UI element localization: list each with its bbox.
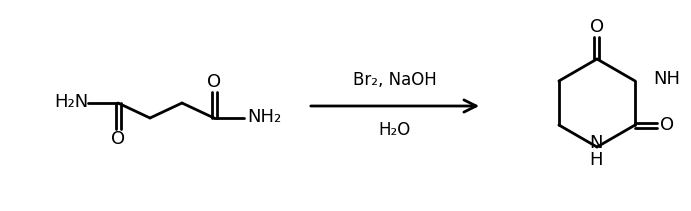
Text: H₂N: H₂N (54, 93, 88, 111)
Text: NH: NH (653, 70, 680, 88)
Text: O: O (111, 130, 125, 148)
Text: H₂O: H₂O (379, 121, 411, 139)
Text: O: O (660, 116, 674, 134)
Text: H: H (589, 151, 603, 169)
Text: O: O (590, 18, 604, 36)
Text: NH₂: NH₂ (247, 108, 281, 126)
Text: Br₂, NaOH: Br₂, NaOH (353, 71, 437, 89)
Text: N: N (589, 134, 603, 152)
Text: O: O (207, 73, 221, 91)
